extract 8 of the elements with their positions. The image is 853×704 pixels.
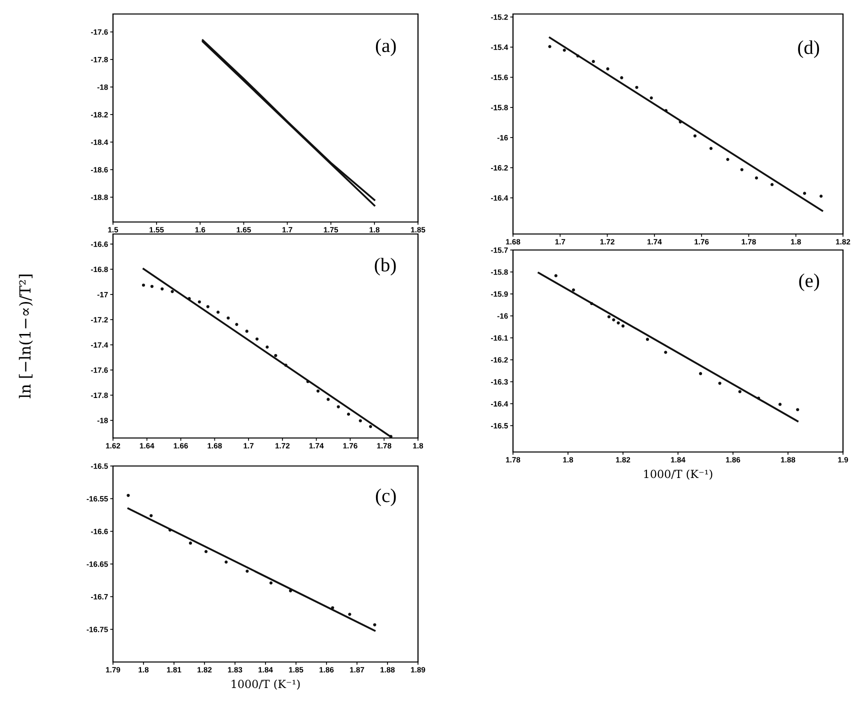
annotation: (c): [376, 488, 396, 506]
annotation: (a): [376, 38, 396, 56]
y-axis-title: ln [−ln(1−∝)/T²]: [18, 274, 33, 398]
annotation: (d): [798, 40, 820, 58]
x-axis-title: 1000/T (K⁻¹): [232, 680, 300, 690]
annotation: (e): [799, 274, 820, 292]
annotation: (b): [374, 258, 396, 276]
x-axis-title: 1000/T (K⁻¹): [644, 470, 712, 480]
